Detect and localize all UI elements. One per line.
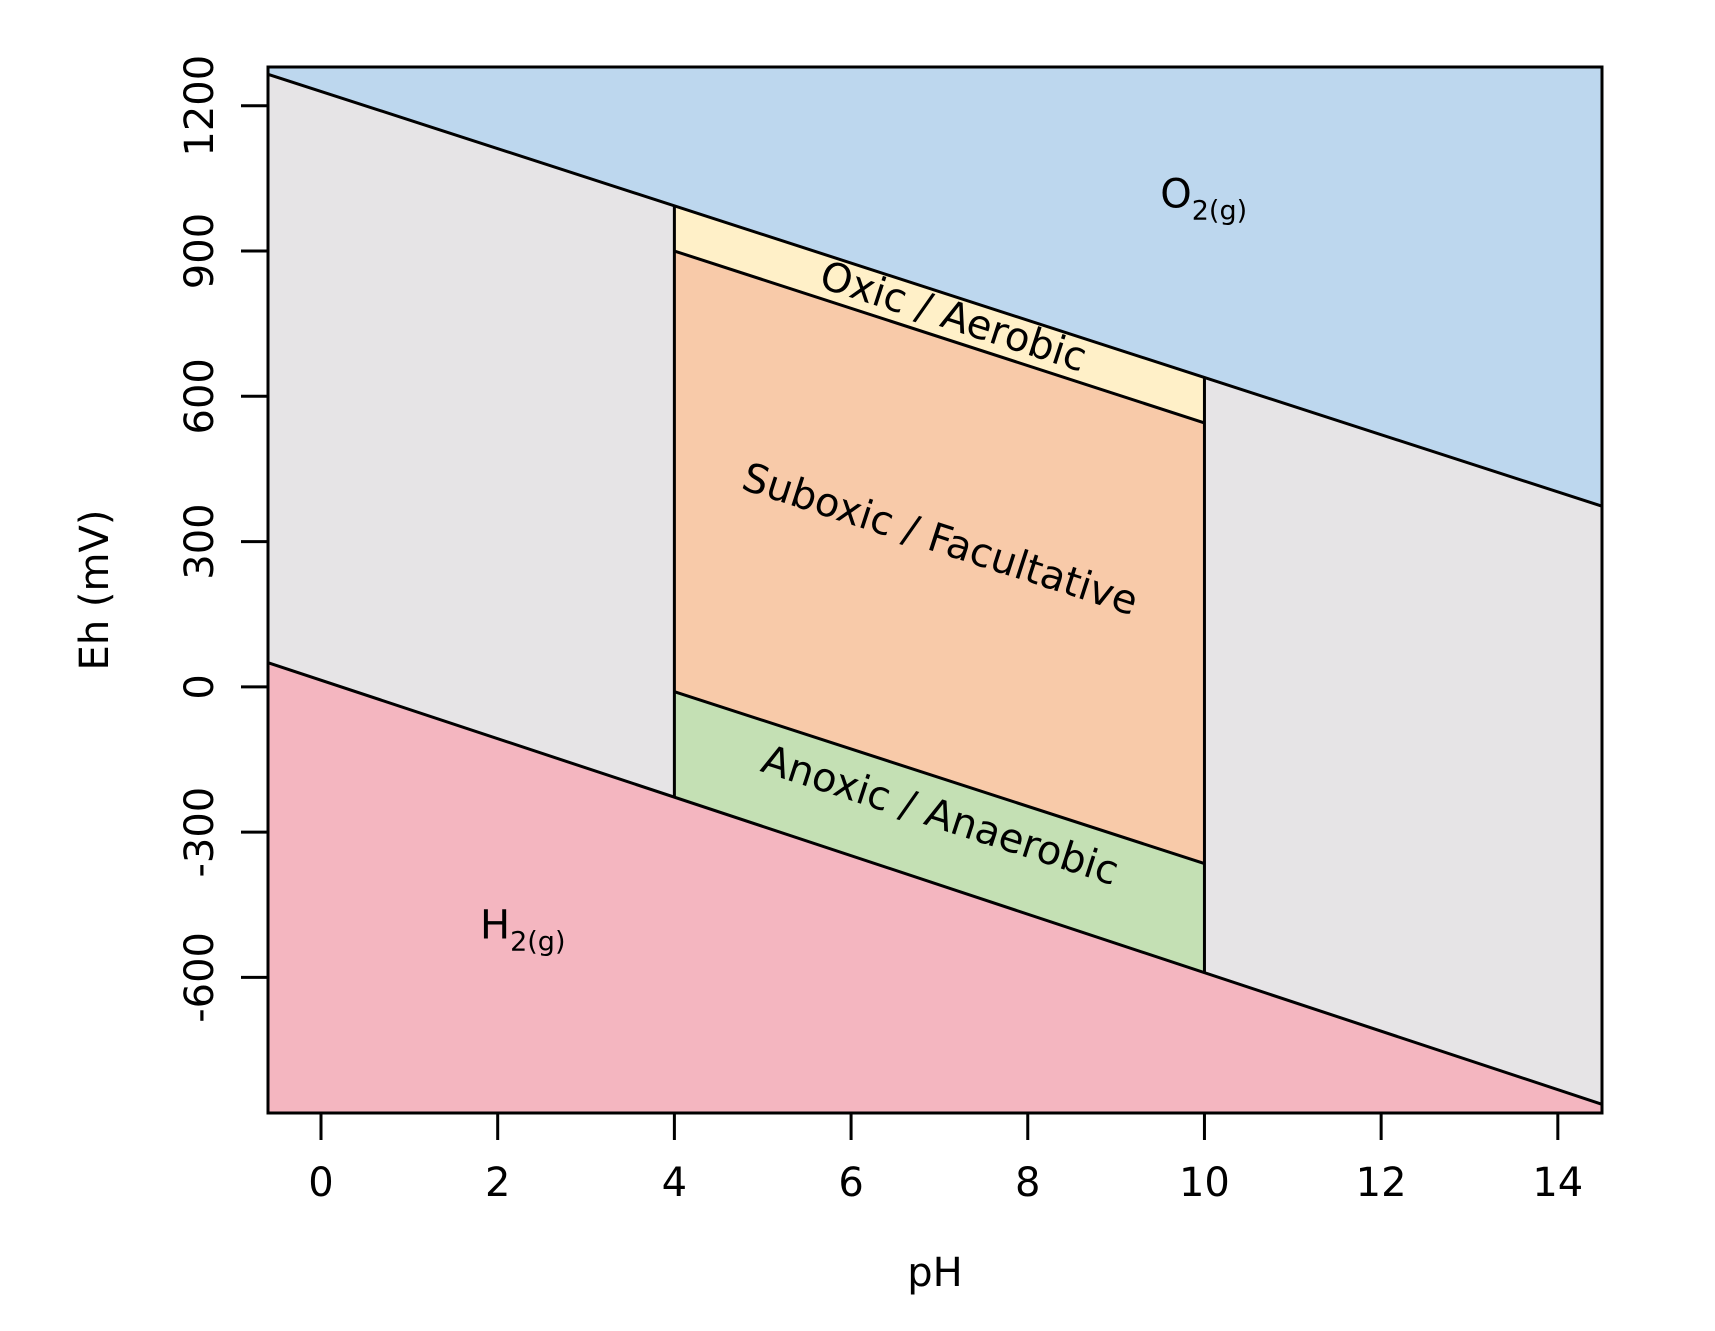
suboxic-anoxic-line — [673, 690, 1205, 866]
x-tick-label: 14 — [1532, 1160, 1583, 1206]
oxic-suboxic-line — [673, 249, 1205, 425]
x-tick-label: 8 — [1015, 1160, 1040, 1206]
x-tick-label: 12 — [1356, 1160, 1407, 1206]
axis-ticks: 0 2 4 6 8 10 12 14 -600 -300 0 300 600 900 1200 — [177, 55, 1583, 1206]
x-axis-title: pH — [907, 1250, 962, 1296]
y-tick-label: 1200 — [177, 55, 223, 157]
region-suboxic — [674, 251, 1205, 864]
x-tick-label: 4 — [662, 1160, 687, 1206]
boundary-lines — [267, 72, 1603, 1106]
x-tick-label: 6 — [838, 1160, 863, 1206]
y-tick-label: -300 — [177, 787, 223, 878]
y-tick-label: -600 — [177, 932, 223, 1023]
o2-boundary-line — [267, 72, 1603, 508]
region-label-o2: O2(g) — [1160, 171, 1247, 226]
region-o2 — [268, 67, 1602, 507]
plot-frame — [266, 65, 1604, 1115]
region-h2 — [268, 662, 1602, 1113]
region-label-h2: H2(g) — [480, 903, 565, 958]
h2-boundary-line — [267, 661, 1603, 1106]
regions-layer — [268, 67, 1602, 1113]
y-tick-label: 900 — [177, 213, 223, 289]
x-tick-label: 2 — [485, 1160, 510, 1206]
y-tick-label: 600 — [177, 358, 223, 434]
y-axis-title: Eh (mV) — [72, 510, 118, 671]
region-anoxic — [674, 691, 1205, 973]
x-tick-label: 10 — [1179, 1160, 1230, 1206]
y-tick-label: 0 — [177, 674, 223, 699]
y-tick-label: 300 — [177, 503, 223, 579]
x-tick-label: 0 — [308, 1160, 333, 1206]
region-oxic — [674, 205, 1205, 423]
